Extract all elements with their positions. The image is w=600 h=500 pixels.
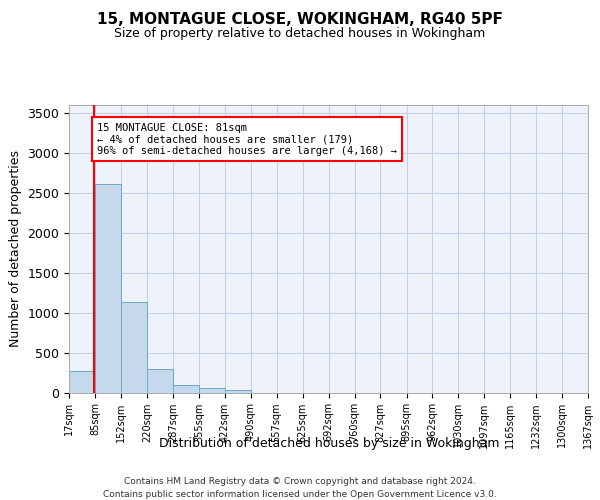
Text: Contains HM Land Registry data © Crown copyright and database right 2024.
Contai: Contains HM Land Registry data © Crown c… (103, 478, 497, 499)
Text: 15, MONTAGUE CLOSE, WOKINGHAM, RG40 5PF: 15, MONTAGUE CLOSE, WOKINGHAM, RG40 5PF (97, 12, 503, 28)
Bar (224, 390, 251, 392)
Bar (173, 386, 199, 392)
Text: 15 MONTAGUE CLOSE: 81sqm
← 4% of detached houses are smaller (179)
96% of semi-d: 15 MONTAGUE CLOSE: 81sqm ← 4% of detache… (97, 122, 397, 156)
Text: Size of property relative to detached houses in Wokingham: Size of property relative to detached ho… (115, 28, 485, 40)
Bar (69, 371, 95, 392)
Y-axis label: Number of detached properties: Number of detached properties (9, 150, 22, 348)
Bar (121, 302, 147, 392)
Text: Distribution of detached houses by size in Wokingham: Distribution of detached houses by size … (158, 438, 499, 450)
Bar (95, 184, 121, 392)
Bar (147, 370, 173, 392)
Bar (199, 388, 224, 392)
